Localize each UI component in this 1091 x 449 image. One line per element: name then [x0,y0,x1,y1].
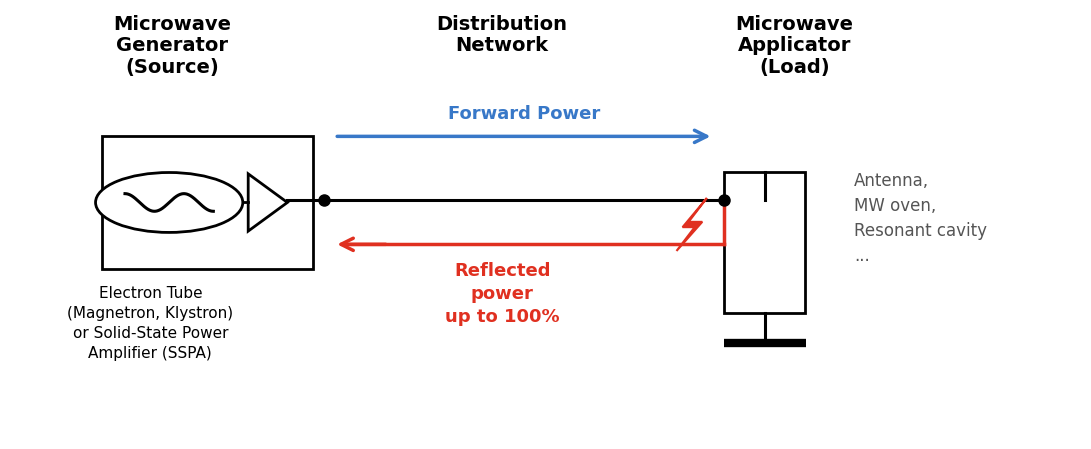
Text: Microwave
Generator
(Source): Microwave Generator (Source) [113,15,231,77]
Text: Microwave
Applicator
(Load): Microwave Applicator (Load) [735,15,853,77]
Text: Forward Power: Forward Power [447,105,600,123]
Text: Distribution
Network: Distribution Network [436,15,567,55]
Text: Electron Tube
(Magnetron, Klystron)
or Solid-State Power
Amplifier (SSPA): Electron Tube (Magnetron, Klystron) or S… [68,286,233,361]
Bar [101,136,313,269]
Text: Reflected
power
up to 100%: Reflected power up to 100% [445,262,560,326]
Polygon shape [248,174,287,231]
Bar [724,172,805,313]
Circle shape [96,172,243,233]
Text: Antenna,
MW oven,
Resonant cavity
...: Antenna, MW oven, Resonant cavity ... [854,172,987,264]
Polygon shape [676,198,707,251]
